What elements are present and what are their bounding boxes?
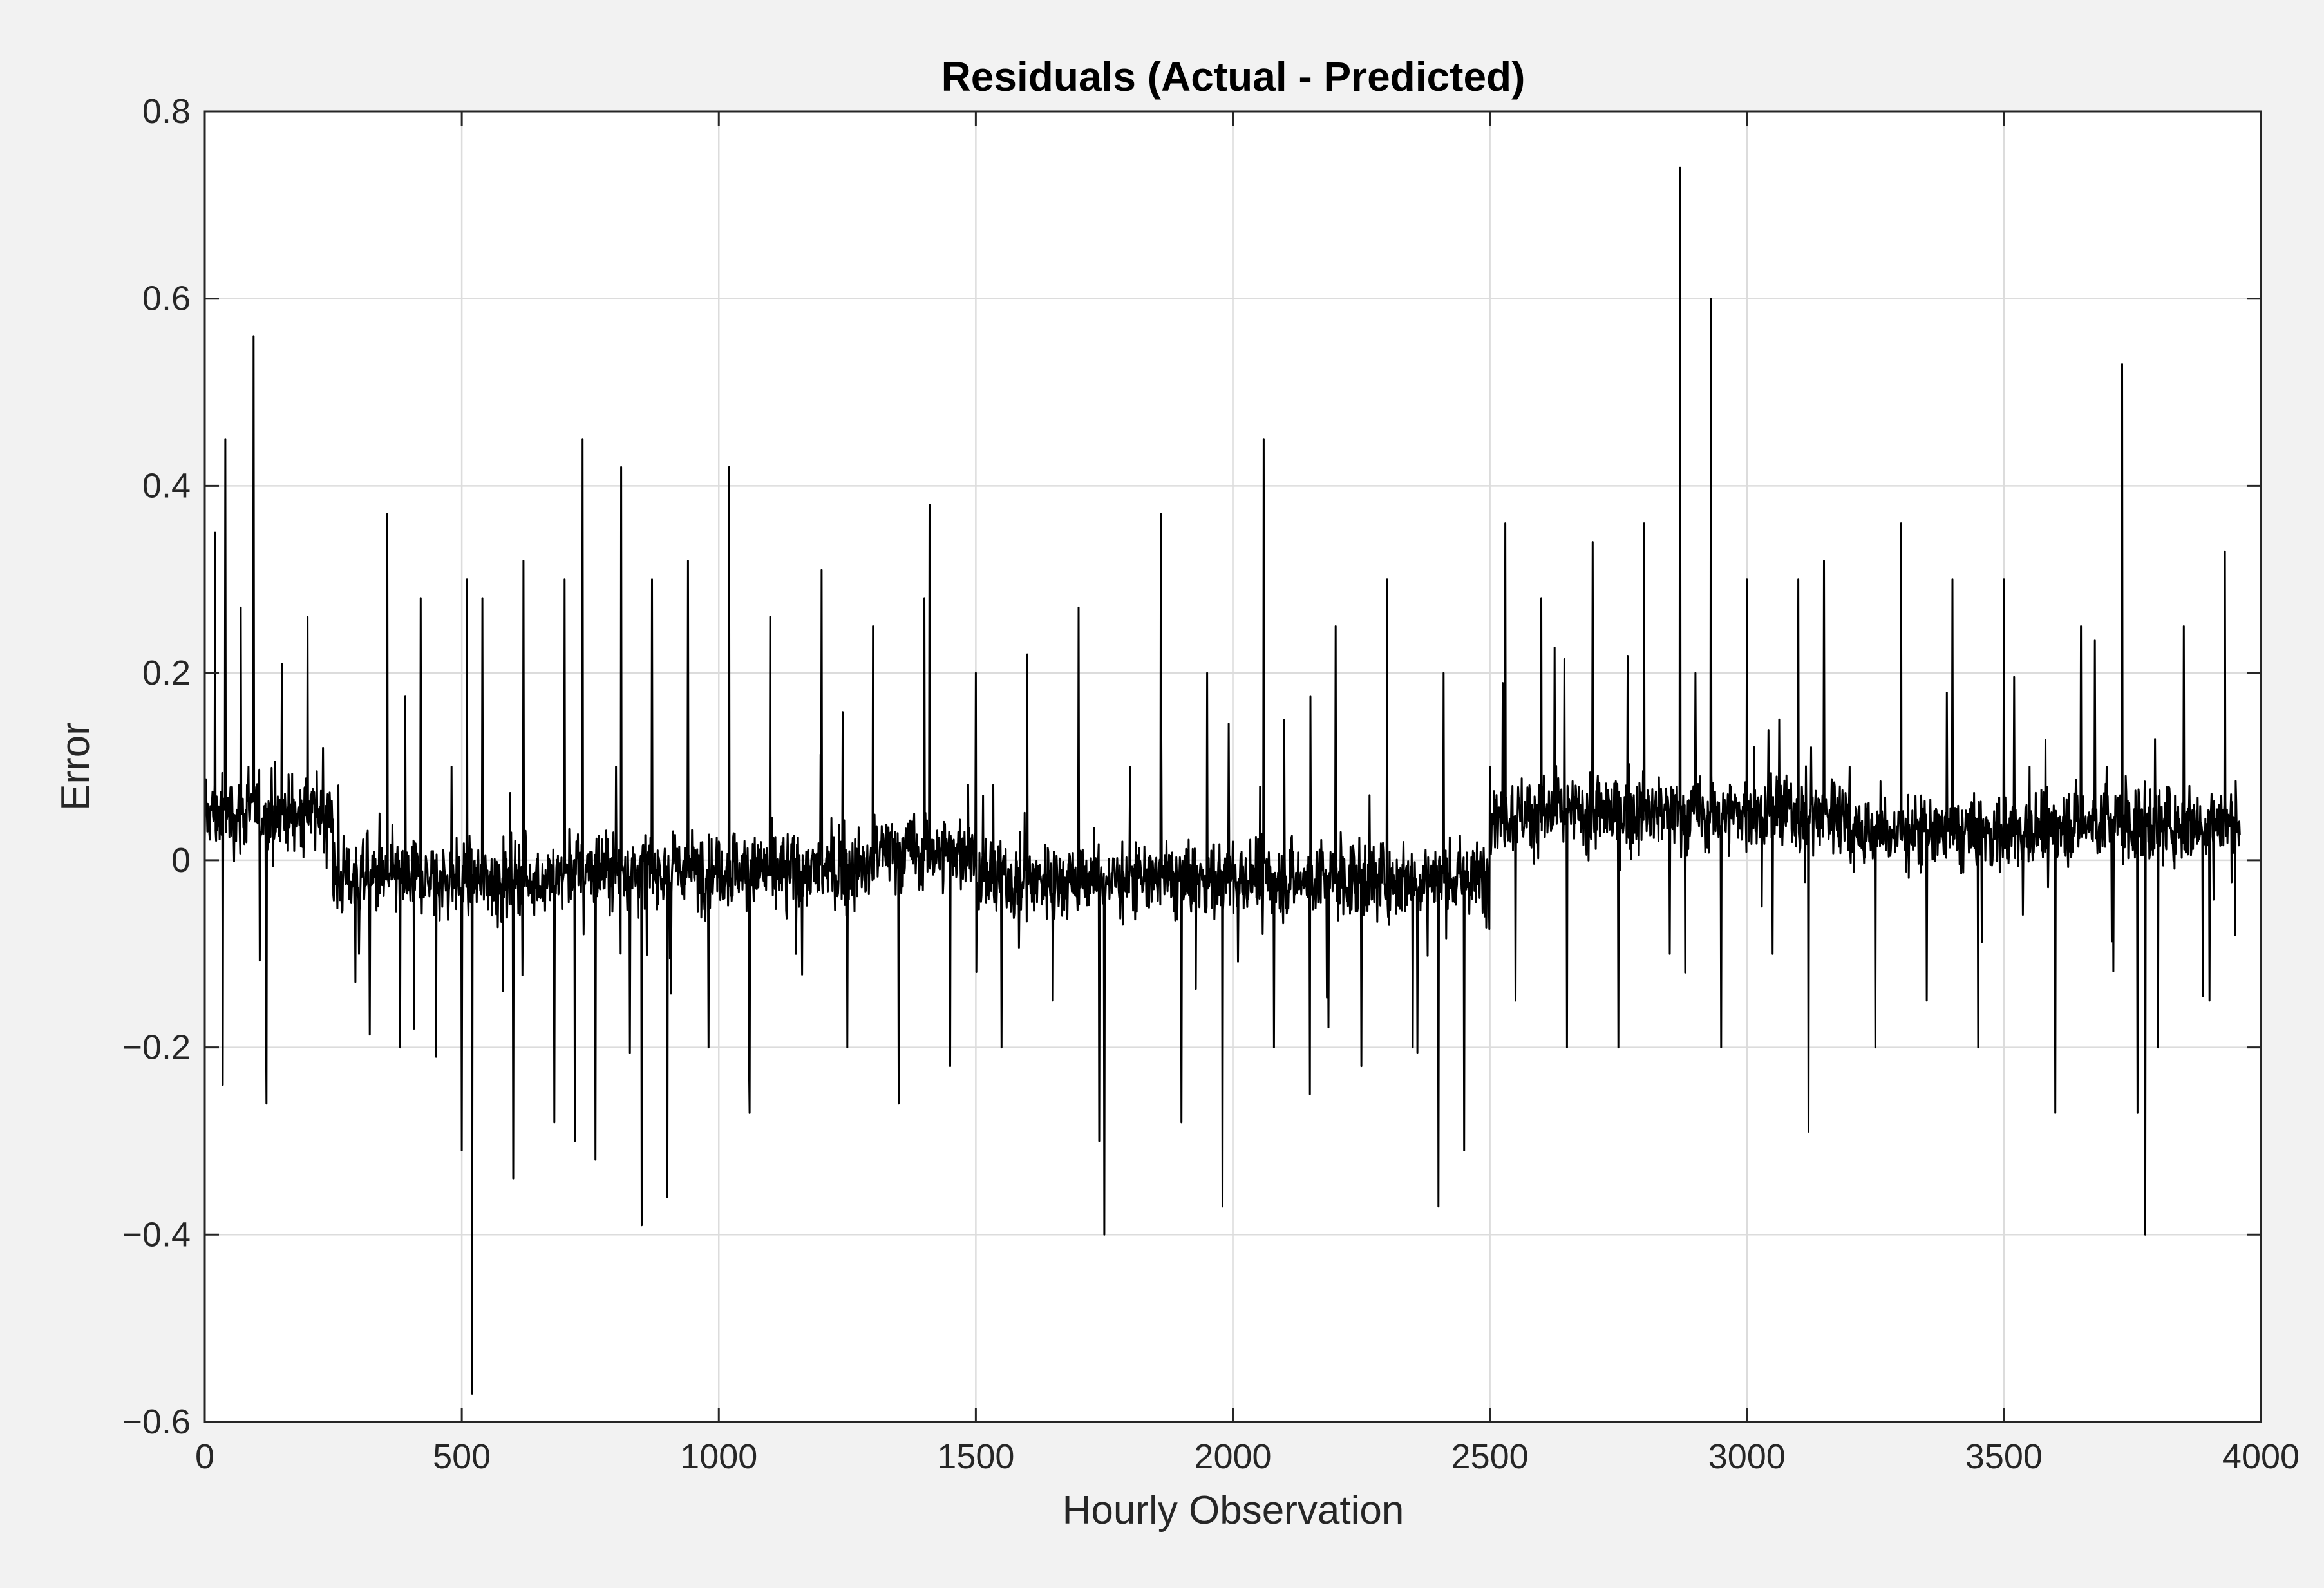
x-tick-label: 500 [433, 1437, 491, 1476]
x-tick-label: 2000 [1194, 1437, 1271, 1476]
x-tick-label: 3000 [1708, 1437, 1786, 1476]
y-tick-label: 0 [171, 841, 191, 880]
y-tick-label: 0.4 [142, 466, 191, 505]
y-tick-label: −0.6 [122, 1403, 191, 1441]
y-axis-label: Error [53, 722, 98, 811]
x-tick-label: 4000 [2222, 1437, 2300, 1476]
x-tick-label: 3500 [1965, 1437, 2043, 1476]
y-tick-label: −0.2 [122, 1028, 191, 1067]
residual-series-line [203, 166, 2241, 1395]
x-tick-label: 1000 [680, 1437, 757, 1476]
x-tick-label: 0 [195, 1437, 214, 1476]
x-tick-label: 2500 [1451, 1437, 1529, 1476]
y-tick-label: −0.4 [122, 1215, 191, 1254]
y-ticks: −0.6 −0.4 −0.2 0 0.2 0.4 0.6 0.8 [122, 92, 2261, 1441]
figure: 0 500 1000 1500 2000 2500 3000 3500 4000 −0.6 −0.… [18, 18, 2305, 1570]
x-ticks: 0 500 1000 1500 2000 2500 3000 3500 4000 [195, 111, 2300, 1476]
residuals-chart: 0 500 1000 1500 2000 2500 3000 3500 4000 −0.6−0.… [53, 53, 2300, 1533]
x-axis-label: Hourly Observation [1063, 1488, 1404, 1533]
y-tick-label: 0.2 [142, 654, 191, 692]
x-tick-label: 1500 [937, 1437, 1014, 1476]
chart-title: Residuals (Actual - Predicted) [941, 53, 1526, 100]
y-tick-label: 0.8 [142, 92, 191, 131]
series [203, 166, 2241, 1395]
y-tick-label: 0.6 [142, 279, 191, 318]
